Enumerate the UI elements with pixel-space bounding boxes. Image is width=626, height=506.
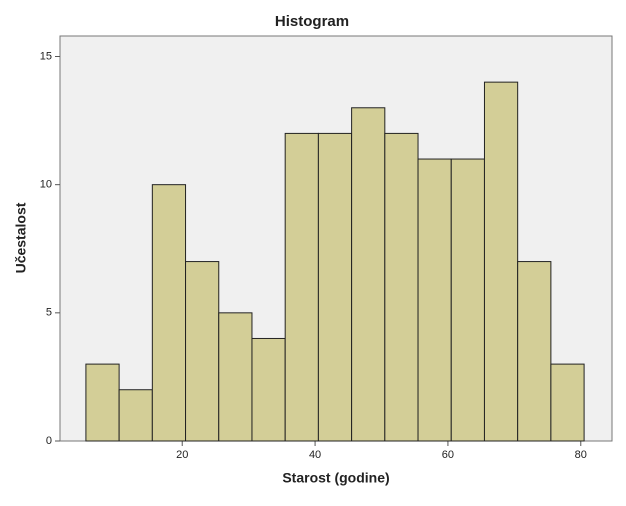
x-tick-label: 20: [176, 449, 188, 461]
bar: [483, 81, 519, 442]
x-tick-label: 40: [309, 449, 321, 461]
bar: [317, 132, 353, 442]
y-tick-label: 0: [46, 435, 52, 447]
bar: [85, 363, 120, 442]
bar: [450, 158, 485, 442]
chart-title: Histogram: [275, 13, 349, 30]
bar: [417, 158, 452, 442]
bar: [550, 363, 585, 442]
bar: [384, 132, 419, 442]
y-tick-label: 10: [40, 179, 52, 191]
y-axis-label: Učestalost: [13, 202, 29, 273]
x-tick-label: 60: [442, 449, 454, 461]
bar: [251, 337, 286, 442]
bar: [185, 261, 220, 442]
bar: [118, 389, 153, 442]
bar: [151, 184, 187, 442]
y-tick-label: 5: [46, 307, 52, 319]
bar: [351, 107, 386, 442]
y-tick-label: 15: [40, 50, 52, 62]
bar: [218, 312, 253, 442]
x-tick-label: 80: [575, 449, 587, 461]
bar: [284, 132, 319, 442]
bar: [517, 261, 552, 442]
x-axis-label: Starost (godine): [282, 470, 389, 486]
